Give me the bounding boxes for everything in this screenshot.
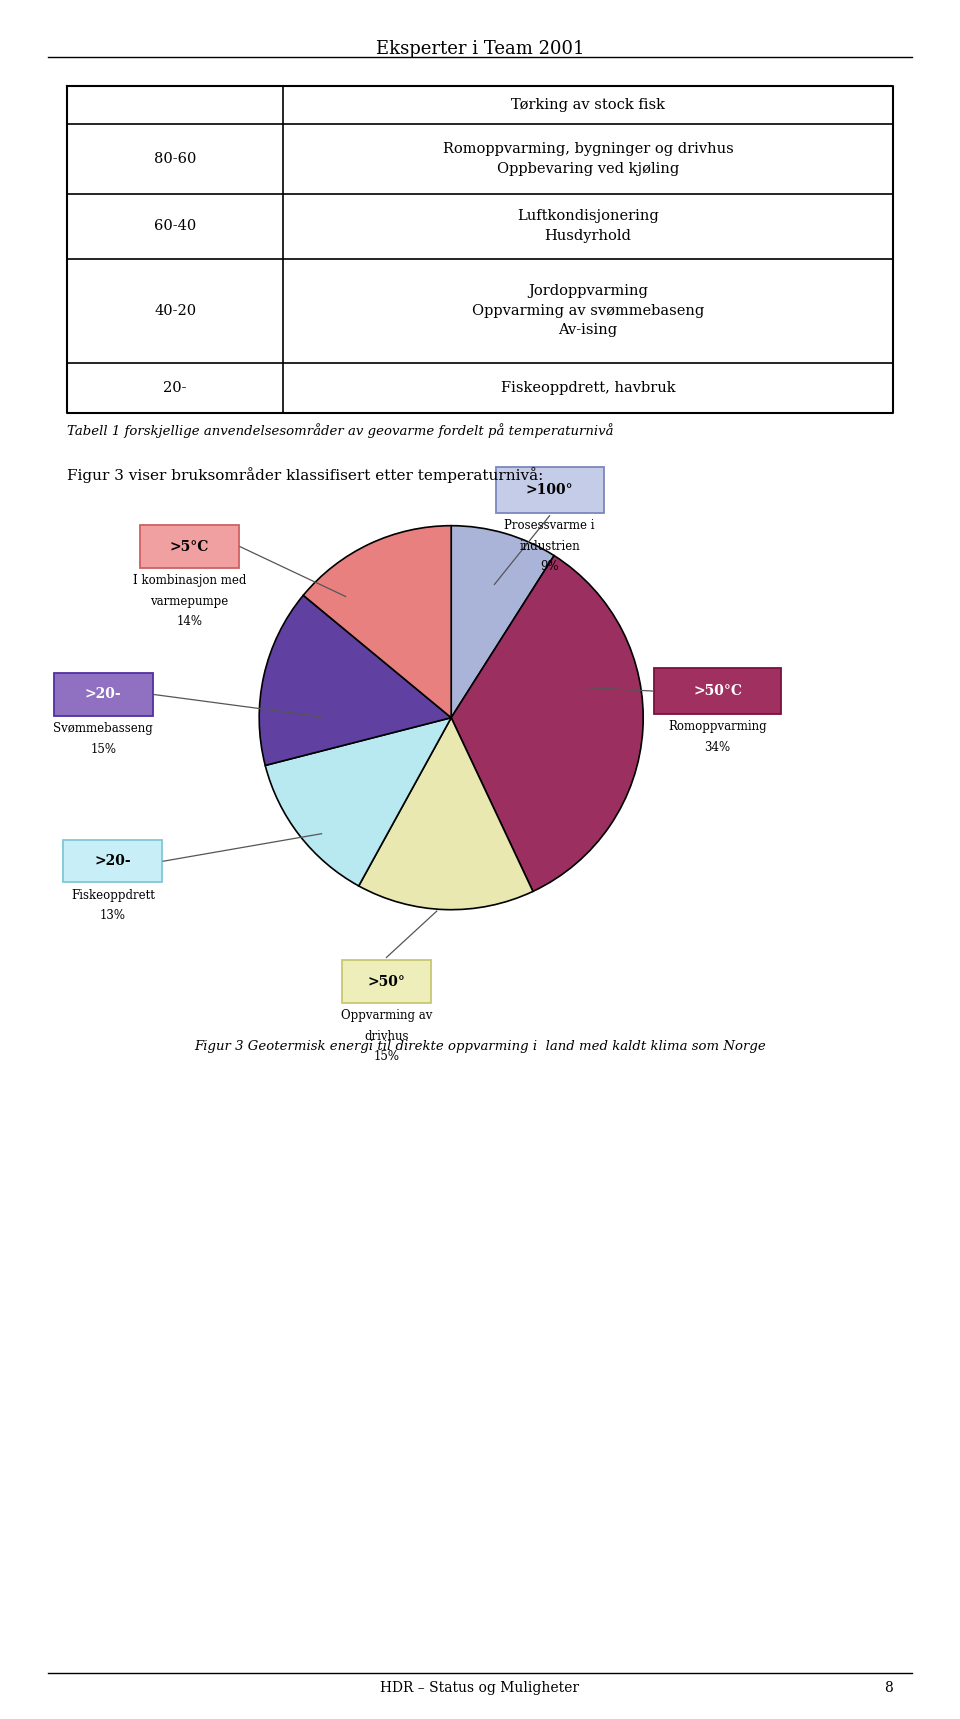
Wedge shape — [359, 719, 533, 909]
Text: >100°: >100° — [526, 483, 573, 497]
Wedge shape — [451, 526, 554, 719]
Text: Fiskeoppdrett: Fiskeoppdrett — [71, 889, 155, 902]
Text: 9%: 9% — [540, 560, 559, 574]
Text: 40-20: 40-20 — [155, 304, 196, 318]
Text: Tabell 1 forskjellige anvendelsesområder av geovarme fordelt på temperaturnivå: Tabell 1 forskjellige anvendelsesområder… — [67, 423, 613, 438]
Text: 15%: 15% — [373, 1050, 399, 1064]
Text: drivhus: drivhus — [364, 1030, 409, 1043]
FancyBboxPatch shape — [140, 526, 239, 567]
Text: >5°C: >5°C — [170, 540, 209, 554]
Text: Romoppvarming, bygninger og drivhus
Oppbevaring ved kjøling: Romoppvarming, bygninger og drivhus Oppb… — [443, 143, 733, 175]
Text: HDR – Status og Muligheter: HDR – Status og Muligheter — [380, 1681, 580, 1695]
Text: >20-: >20- — [94, 854, 132, 868]
Text: Tørking av stock fisk: Tørking av stock fisk — [511, 98, 665, 112]
Text: Fiskeoppdrett, havbruk: Fiskeoppdrett, havbruk — [501, 380, 675, 395]
Text: Romoppvarming: Romoppvarming — [668, 720, 767, 734]
Text: Luftkondisjonering
Husdyrhold: Luftkondisjonering Husdyrhold — [517, 210, 659, 242]
Text: varmepumpe: varmepumpe — [151, 595, 228, 609]
Text: Figur 3 Geotermisk energi til direkte oppvarming i  land med kaldt klima som Nor: Figur 3 Geotermisk energi til direkte op… — [194, 1040, 766, 1054]
Wedge shape — [265, 719, 451, 885]
FancyBboxPatch shape — [63, 841, 162, 882]
Text: 80-60: 80-60 — [154, 151, 197, 167]
Text: 34%: 34% — [705, 741, 731, 755]
Wedge shape — [451, 555, 643, 892]
Text: I kombinasjon med: I kombinasjon med — [132, 574, 247, 588]
Text: 13%: 13% — [100, 909, 126, 923]
Text: Jordoppvarming
Oppvarming av svømmebaseng
Av-ising: Jordoppvarming Oppvarming av svømmebasen… — [472, 284, 704, 337]
Text: >20-: >20- — [84, 688, 122, 701]
Text: >50°: >50° — [368, 975, 405, 988]
Text: 14%: 14% — [177, 615, 203, 629]
Text: Oppvarming av: Oppvarming av — [341, 1009, 432, 1023]
Text: 8: 8 — [884, 1681, 893, 1695]
Text: industrien: industrien — [519, 540, 580, 554]
FancyBboxPatch shape — [495, 468, 604, 512]
FancyBboxPatch shape — [54, 674, 153, 715]
Text: 15%: 15% — [90, 743, 116, 756]
Text: Prosessvarme i: Prosessvarme i — [504, 519, 595, 533]
FancyBboxPatch shape — [342, 961, 431, 1002]
Text: 20-: 20- — [163, 380, 187, 395]
Text: Svømmebasseng: Svømmebasseng — [54, 722, 153, 736]
FancyBboxPatch shape — [654, 669, 781, 713]
Text: 60-40: 60-40 — [154, 220, 197, 234]
Wedge shape — [259, 595, 451, 765]
Text: Eksperter i Team 2001: Eksperter i Team 2001 — [375, 40, 585, 57]
Text: >50°C: >50°C — [693, 684, 742, 698]
Wedge shape — [303, 526, 451, 719]
Text: Figur 3 viser bruksområder klassifisert etter temperaturnivå:: Figur 3 viser bruksområder klassifisert … — [67, 468, 543, 483]
